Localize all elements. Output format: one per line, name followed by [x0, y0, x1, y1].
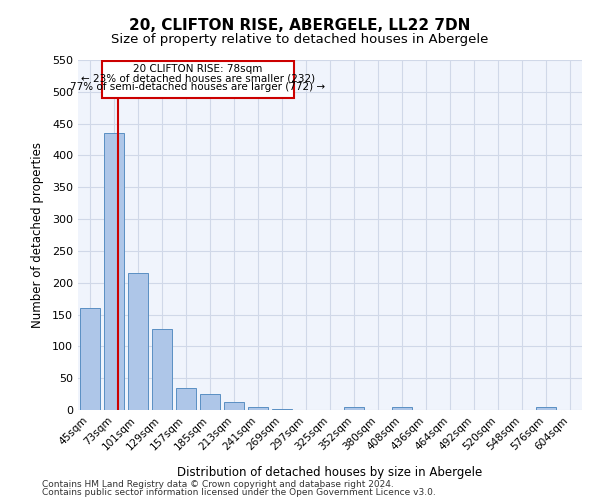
Bar: [80, 308, 100, 410]
Bar: [344, 407, 364, 410]
Bar: [176, 388, 196, 410]
Bar: [224, 402, 244, 410]
Text: Contains HM Land Registry data © Crown copyright and database right 2024.: Contains HM Land Registry data © Crown c…: [42, 480, 394, 489]
Bar: [104, 133, 124, 410]
Bar: [152, 328, 172, 410]
X-axis label: Distribution of detached houses by size in Abergele: Distribution of detached houses by size …: [178, 466, 482, 478]
Bar: [200, 394, 220, 410]
Text: Size of property relative to detached houses in Abergele: Size of property relative to detached ho…: [112, 32, 488, 46]
Text: Contains public sector information licensed under the Open Government Licence v3: Contains public sector information licen…: [42, 488, 436, 497]
Text: 20, CLIFTON RISE, ABERGELE, LL22 7DN: 20, CLIFTON RISE, ABERGELE, LL22 7DN: [130, 18, 470, 32]
Text: 77% of semi-detached houses are larger (772) →: 77% of semi-detached houses are larger (…: [70, 82, 326, 92]
Bar: [248, 407, 268, 410]
Text: ← 23% of detached houses are smaller (232): ← 23% of detached houses are smaller (23…: [81, 74, 315, 84]
Bar: [392, 407, 412, 410]
Text: 20 CLIFTON RISE: 78sqm: 20 CLIFTON RISE: 78sqm: [133, 64, 263, 74]
Bar: [272, 408, 292, 410]
Bar: [128, 273, 148, 410]
Bar: [536, 407, 556, 410]
FancyBboxPatch shape: [102, 62, 294, 98]
Y-axis label: Number of detached properties: Number of detached properties: [31, 142, 44, 328]
